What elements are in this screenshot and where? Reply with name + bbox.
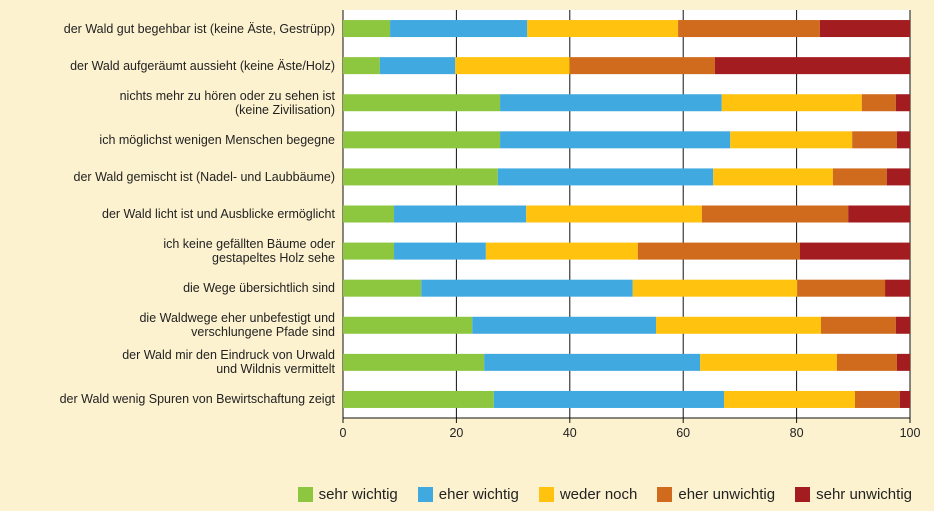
category-label: ich keine gefällten Bäume oder gestapelt… xyxy=(163,237,335,266)
bar-segment xyxy=(500,94,722,112)
bar-segment xyxy=(455,57,570,75)
bar-segment xyxy=(678,20,820,38)
bar-segment xyxy=(500,131,731,149)
bar-segment xyxy=(343,316,473,334)
bar-segment xyxy=(861,94,896,112)
category-label: die Waldwege eher unbefestigt und versch… xyxy=(139,311,335,340)
bar-segment xyxy=(637,242,801,260)
category-label: der Wald gemischt ist (Nadel- und Laubbä… xyxy=(73,169,335,184)
bar-segment xyxy=(852,131,897,149)
legend-swatch xyxy=(795,487,811,502)
legend-item: eher unwichtig xyxy=(657,486,775,503)
bar-segment xyxy=(569,57,715,75)
bar-segment xyxy=(724,390,856,408)
bar-segment xyxy=(836,353,897,371)
category-label: die Wege übersichtlich sind xyxy=(183,281,335,296)
bar-segment xyxy=(800,242,910,260)
legend: sehr wichtig eher wichtig weder noch eher u… xyxy=(297,486,912,503)
bar-segment xyxy=(896,353,910,371)
bar-segment xyxy=(379,57,456,75)
category-label: der Wald aufgeräumt aussieht (keine Äste… xyxy=(70,58,335,73)
bar-segment xyxy=(343,57,380,75)
bar-segment xyxy=(343,168,498,186)
category-label: der Wald wenig Spuren von Bewirtschaftun… xyxy=(59,392,335,407)
bar-segment xyxy=(421,279,633,297)
bar-segment xyxy=(700,353,837,371)
bar-segment xyxy=(895,94,910,112)
bar-segment xyxy=(701,205,849,223)
x-tick-label: 100 xyxy=(900,426,921,440)
legend-swatch xyxy=(538,487,554,502)
bar-segment xyxy=(394,205,527,223)
bar-segment xyxy=(655,316,821,334)
legend-item: sehr wichtig xyxy=(297,486,398,503)
legend-item: eher wichtig xyxy=(417,486,519,503)
bar-segment xyxy=(820,316,896,334)
x-tick-label: 80 xyxy=(790,426,804,440)
legend-label: weder noch xyxy=(559,486,638,503)
bar-segment xyxy=(526,205,702,223)
bar-segment xyxy=(343,242,395,260)
bar-segment xyxy=(485,242,638,260)
legend-swatch xyxy=(417,487,433,502)
bar-segment xyxy=(855,390,900,408)
category-label: der Wald licht ist und Ausblicke ermögli… xyxy=(102,207,335,221)
legend-swatch xyxy=(297,487,313,502)
bar-segment xyxy=(895,316,910,334)
legend-swatch xyxy=(657,487,673,502)
x-tick-label: 40 xyxy=(563,426,577,440)
bar-segment xyxy=(343,94,501,112)
legend-item: weder noch xyxy=(538,486,638,503)
bar-segment xyxy=(343,353,485,371)
bar-segment xyxy=(819,20,910,38)
bar-segment xyxy=(797,279,886,297)
x-tick-label: 20 xyxy=(449,426,463,440)
bar-segment xyxy=(390,20,528,38)
bar-segment xyxy=(899,390,910,408)
bar-segment xyxy=(713,168,833,186)
bar-segment xyxy=(832,168,887,186)
category-label: der Wald mir den Eindruck von Urwald und… xyxy=(122,348,335,377)
legend-label: eher wichtig xyxy=(438,486,519,503)
x-tick-label: 0 xyxy=(340,426,347,440)
bar-segment xyxy=(343,390,494,408)
bar-segment xyxy=(484,353,701,371)
x-tick-label: 60 xyxy=(676,426,690,440)
bar-segment xyxy=(885,279,910,297)
bar-segment xyxy=(497,168,714,186)
bar-segment xyxy=(472,316,656,334)
bar-segment xyxy=(730,131,853,149)
bar-segment xyxy=(714,57,910,75)
category-label: der Wald gut begehbar ist (keine Äste, G… xyxy=(63,21,335,36)
legend-label: sehr unwichtig xyxy=(816,486,912,503)
bar-segment xyxy=(343,279,422,297)
bar-segment xyxy=(343,131,501,149)
category-label: ich möglichst wenigen Menschen begegne xyxy=(99,132,335,147)
bar-segment xyxy=(632,279,798,297)
bar-segment xyxy=(721,94,862,112)
bar-segment xyxy=(848,205,910,223)
bar-segment xyxy=(493,390,725,408)
legend-label: sehr wichtig xyxy=(318,486,398,503)
category-label: nichts mehr zu hören oder zu sehen ist (… xyxy=(119,88,335,117)
bar-segment xyxy=(343,20,391,38)
bar-segment xyxy=(896,131,910,149)
bar-segment xyxy=(527,20,679,38)
bar-segment xyxy=(886,168,910,186)
legend-item: sehr unwichtig xyxy=(795,486,912,503)
bar-segment xyxy=(343,205,395,223)
legend-label: eher unwichtig xyxy=(678,486,776,503)
bar-segment xyxy=(394,242,486,260)
